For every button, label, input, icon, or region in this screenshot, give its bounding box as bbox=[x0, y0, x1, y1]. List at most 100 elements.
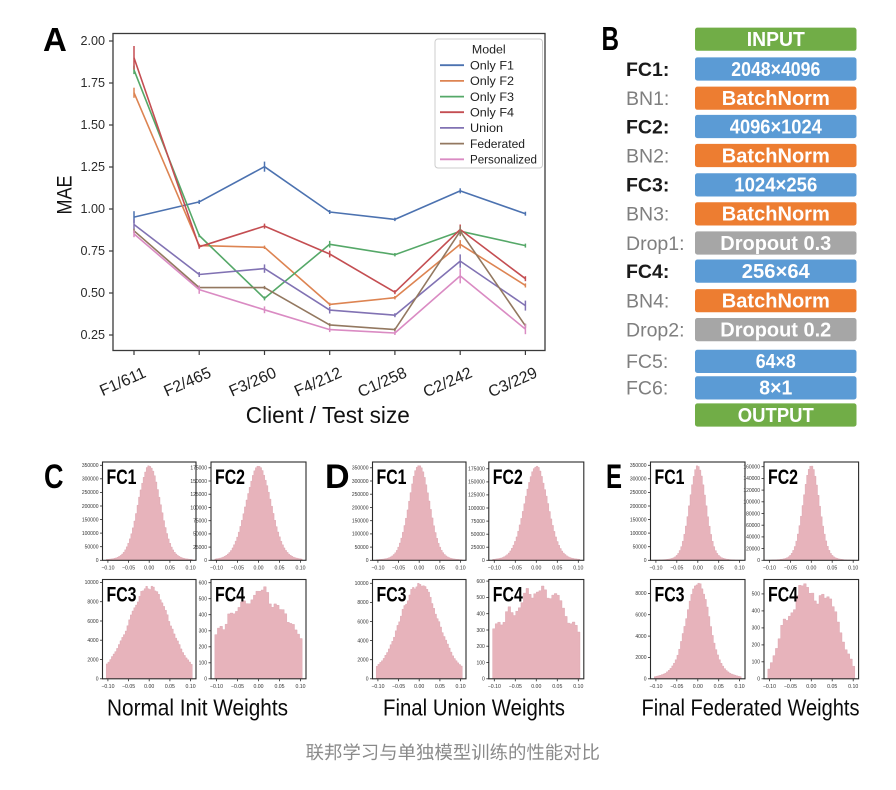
svg-text:100000: 100000 bbox=[630, 531, 647, 537]
svg-text:6000: 6000 bbox=[357, 619, 368, 625]
svg-text:−0.05: −0.05 bbox=[670, 565, 683, 571]
svg-text:150000: 150000 bbox=[630, 517, 647, 523]
svg-text:300000: 300000 bbox=[82, 477, 99, 483]
svg-text:8000: 8000 bbox=[87, 600, 98, 606]
svg-text:100: 100 bbox=[199, 661, 208, 667]
svg-text:−0.05: −0.05 bbox=[670, 684, 683, 690]
svg-text:0.00: 0.00 bbox=[693, 684, 703, 690]
svg-text:Only F2: Only F2 bbox=[470, 74, 514, 88]
svg-text:40000: 40000 bbox=[746, 535, 760, 541]
svg-text:64×8: 64×8 bbox=[756, 351, 796, 373]
svg-text:FC1: FC1 bbox=[107, 466, 137, 489]
svg-text:6000: 6000 bbox=[87, 619, 98, 625]
svg-text:−0.10: −0.10 bbox=[649, 565, 662, 571]
svg-text:250000: 250000 bbox=[352, 492, 369, 498]
svg-text:2048×4096: 2048×4096 bbox=[731, 59, 820, 81]
svg-text:−0.05: −0.05 bbox=[392, 565, 405, 571]
svg-text:250000: 250000 bbox=[82, 490, 99, 496]
svg-text:A: A bbox=[43, 21, 67, 58]
svg-text:0: 0 bbox=[96, 677, 99, 683]
svg-text:0.25: 0.25 bbox=[80, 328, 105, 342]
svg-text:160000: 160000 bbox=[743, 465, 760, 471]
svg-text:0.10: 0.10 bbox=[186, 565, 196, 571]
svg-text:−0.10: −0.10 bbox=[371, 565, 384, 571]
svg-text:−0.05: −0.05 bbox=[784, 684, 797, 690]
svg-text:0.00: 0.00 bbox=[531, 684, 541, 690]
svg-text:0.00: 0.00 bbox=[414, 565, 424, 571]
svg-text:FC1:: FC1: bbox=[626, 59, 669, 81]
svg-text:0.10: 0.10 bbox=[735, 565, 745, 571]
svg-text:BN4:: BN4: bbox=[626, 291, 669, 313]
svg-text:400: 400 bbox=[752, 609, 761, 615]
svg-text:0.00: 0.00 bbox=[414, 684, 424, 690]
svg-text:0: 0 bbox=[482, 558, 485, 564]
svg-text:6000: 6000 bbox=[635, 613, 646, 619]
svg-text:120000: 120000 bbox=[743, 488, 760, 494]
svg-text:0.00: 0.00 bbox=[253, 565, 263, 571]
svg-text:0.10: 0.10 bbox=[456, 684, 466, 690]
svg-text:FC4: FC4 bbox=[768, 584, 798, 607]
svg-text:Drop1:: Drop1: bbox=[626, 233, 685, 255]
svg-text:−0.10: −0.10 bbox=[649, 684, 662, 690]
svg-text:2.00: 2.00 bbox=[80, 34, 105, 48]
svg-text:0.05: 0.05 bbox=[435, 684, 445, 690]
svg-text:4000: 4000 bbox=[87, 638, 98, 644]
svg-text:Final Federated Weights: Final Federated Weights bbox=[642, 695, 860, 721]
svg-text:0.00: 0.00 bbox=[806, 565, 816, 571]
svg-text:2000: 2000 bbox=[87, 657, 98, 663]
svg-text:100000: 100000 bbox=[352, 532, 369, 538]
svg-text:−0.10: −0.10 bbox=[210, 565, 223, 571]
svg-text:BatchNorm: BatchNorm bbox=[722, 145, 830, 167]
svg-text:0: 0 bbox=[96, 558, 99, 564]
svg-text:Model: Model bbox=[472, 43, 506, 57]
svg-text:FC3: FC3 bbox=[377, 584, 407, 607]
svg-text:Only F1: Only F1 bbox=[470, 59, 514, 73]
svg-text:1024×256: 1024×256 bbox=[734, 175, 817, 197]
svg-text:50000: 50000 bbox=[471, 532, 485, 538]
svg-text:Dropout 0.2: Dropout 0.2 bbox=[720, 319, 831, 341]
svg-text:−0.05: −0.05 bbox=[784, 565, 797, 571]
svg-text:300: 300 bbox=[199, 629, 208, 635]
svg-text:0.00: 0.00 bbox=[144, 684, 154, 690]
svg-text:8000: 8000 bbox=[635, 591, 646, 597]
svg-text:150000: 150000 bbox=[82, 517, 99, 523]
svg-text:0: 0 bbox=[482, 677, 485, 683]
svg-text:300: 300 bbox=[476, 628, 485, 634]
svg-text:Drop2:: Drop2: bbox=[626, 319, 685, 341]
svg-text:200: 200 bbox=[199, 645, 208, 651]
svg-text:0.05: 0.05 bbox=[165, 565, 175, 571]
svg-text:Normal Init Weights: Normal Init Weights bbox=[107, 695, 288, 721]
svg-text:125000: 125000 bbox=[190, 492, 207, 498]
svg-text:200: 200 bbox=[476, 644, 485, 650]
svg-text:0.00: 0.00 bbox=[531, 565, 541, 571]
svg-text:0.05: 0.05 bbox=[165, 684, 175, 690]
svg-text:350000: 350000 bbox=[352, 466, 369, 472]
svg-text:600: 600 bbox=[476, 579, 485, 585]
svg-text:150000: 150000 bbox=[190, 479, 207, 485]
svg-text:100000: 100000 bbox=[468, 506, 485, 512]
svg-text:C: C bbox=[44, 458, 64, 496]
svg-text:Client / Test size: Client / Test size bbox=[246, 402, 410, 428]
svg-text:4096×1024: 4096×1024 bbox=[730, 116, 823, 138]
svg-text:0.05: 0.05 bbox=[552, 565, 562, 571]
svg-text:−0.10: −0.10 bbox=[763, 565, 776, 571]
svg-text:250000: 250000 bbox=[630, 490, 647, 496]
svg-text:10000: 10000 bbox=[85, 580, 99, 586]
svg-text:350000: 350000 bbox=[630, 463, 647, 469]
svg-text:80000: 80000 bbox=[746, 511, 760, 517]
svg-text:0: 0 bbox=[757, 677, 760, 683]
svg-text:−0.10: −0.10 bbox=[101, 684, 114, 690]
svg-text:0.00: 0.00 bbox=[693, 565, 703, 571]
svg-text:4000: 4000 bbox=[635, 634, 646, 640]
svg-text:Final Union Weights: Final Union Weights bbox=[383, 695, 565, 721]
svg-text:0.05: 0.05 bbox=[827, 684, 837, 690]
svg-text:MAE: MAE bbox=[54, 176, 77, 215]
svg-text:FC2: FC2 bbox=[493, 466, 523, 489]
svg-text:400: 400 bbox=[199, 613, 208, 619]
svg-text:0.10: 0.10 bbox=[848, 684, 858, 690]
svg-text:Union: Union bbox=[470, 121, 503, 135]
svg-text:BatchNorm: BatchNorm bbox=[722, 204, 830, 226]
svg-text:50000: 50000 bbox=[193, 532, 207, 538]
svg-text:0: 0 bbox=[644, 558, 647, 564]
svg-text:100000: 100000 bbox=[82, 531, 99, 537]
